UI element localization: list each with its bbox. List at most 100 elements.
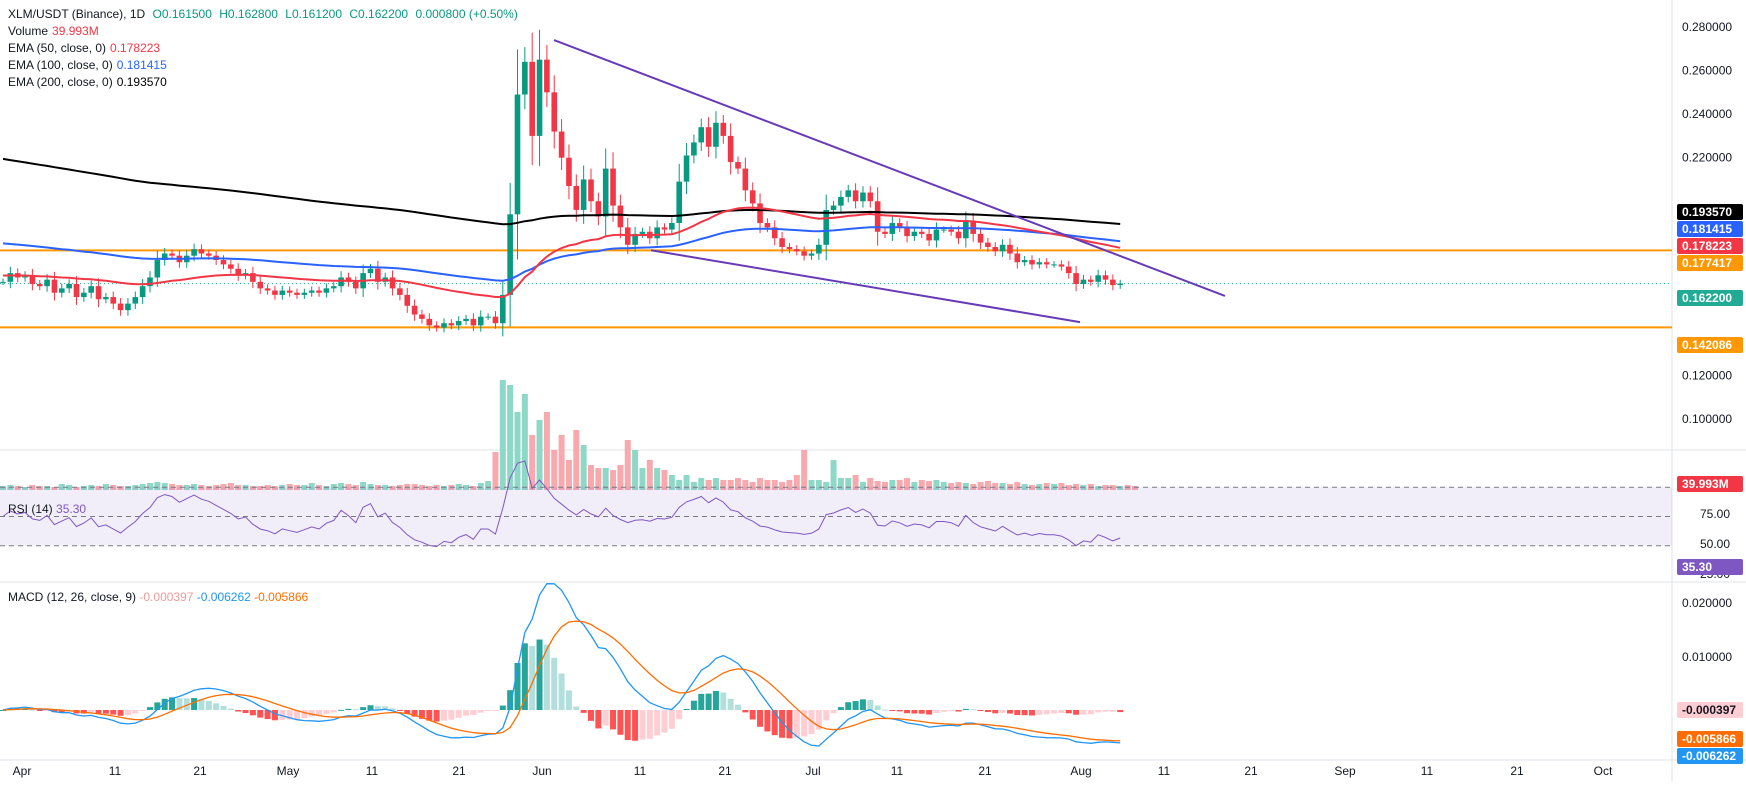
price-badge: 0.193570 <box>1682 205 1732 219</box>
macd-histogram-bar <box>242 710 249 714</box>
candle-body <box>941 229 947 231</box>
candle <box>1073 266 1079 292</box>
macd-histogram-bar <box>404 710 411 714</box>
macd-line <box>2 583 1121 747</box>
volume-bar <box>536 420 543 490</box>
time-label: 21 <box>1244 764 1258 778</box>
macd-histogram-bar <box>110 710 117 715</box>
macd-histogram-bar <box>632 710 639 741</box>
symbol-label[interactable]: XLM/USDT (Binance), 1D <box>8 7 146 21</box>
macd-histogram-bar <box>896 710 903 712</box>
macd-histogram-bar <box>117 710 124 716</box>
volume-bar <box>191 484 198 490</box>
candle <box>1088 275 1094 286</box>
macd-histogram-bar <box>139 710 146 711</box>
ema100-legend-label[interactable]: EMA (100, close, 0) <box>8 58 113 72</box>
candle-body <box>713 122 719 147</box>
macd-histogram-bar <box>845 702 852 710</box>
high-value: H0.162800 <box>219 7 278 21</box>
candle-body <box>514 94 521 215</box>
rsi-legend-label[interactable]: RSI (14) <box>8 502 53 516</box>
macd-histogram-bar <box>521 643 528 710</box>
volume-bar <box>492 452 499 490</box>
volume-bar <box>551 450 558 490</box>
candle-body <box>1073 273 1079 285</box>
volume-bar <box>837 478 844 490</box>
candle <box>448 319 455 330</box>
macd-histogram-bar <box>661 710 668 733</box>
macd-histogram-bar <box>558 673 565 710</box>
candle-body <box>95 286 102 300</box>
macd-histogram-bar <box>610 710 617 730</box>
volume-bar <box>95 486 102 490</box>
time-label: 21 <box>718 764 732 778</box>
candle-body <box>889 223 896 234</box>
rsi-legend: RSI (14) 35.30 <box>8 501 86 518</box>
candle-body <box>639 231 646 234</box>
candle <box>963 211 969 248</box>
volume-bar <box>441 486 447 490</box>
price-tick: 0.260000 <box>1682 64 1732 78</box>
macd-histogram-bar <box>323 710 330 715</box>
candle-body <box>389 277 396 289</box>
candle-body <box>59 288 65 293</box>
macd-histogram-bar <box>874 705 881 710</box>
macd-histogram-bar <box>1058 710 1065 714</box>
candle-body <box>191 249 197 256</box>
volume-bar <box>507 385 514 490</box>
candle-body <box>470 318 477 326</box>
trendline-upper <box>553 39 1226 297</box>
candle <box>198 244 205 259</box>
macd-histogram-bar <box>1109 710 1116 712</box>
macd-badge-bg <box>1677 731 1743 747</box>
candle-body <box>7 273 14 282</box>
macd-hist-value: -0.000397 <box>139 590 194 604</box>
macd-histogram-bar <box>220 705 227 710</box>
macd-histogram-bar <box>235 710 242 712</box>
candle <box>308 286 315 297</box>
candle-body <box>595 201 602 217</box>
candle <box>228 259 234 274</box>
volume-bar <box>610 470 617 490</box>
ema200-legend-label[interactable]: EMA (200, close, 0) <box>8 75 113 89</box>
macd-legend-label[interactable]: MACD (12, 26, close, 9) <box>8 590 137 604</box>
rsi-badge: 35.30 <box>1682 560 1712 574</box>
macd-histogram-bar <box>882 709 888 711</box>
volume-legend-label[interactable]: Volume <box>8 24 49 38</box>
macd-badge: -0.005866 <box>1682 732 1736 746</box>
candle-body <box>250 273 256 282</box>
ema50-legend-label[interactable]: EMA (50, close, 0) <box>8 41 107 55</box>
candle-body <box>338 277 344 287</box>
price-tick: 0.280000 <box>1682 20 1732 34</box>
price-tick: 0.220000 <box>1682 151 1732 165</box>
price-badge-bg <box>1677 204 1743 220</box>
candle-body <box>904 227 910 237</box>
candle-body <box>816 244 822 254</box>
candle-body <box>1051 264 1057 266</box>
candle-body <box>169 253 175 256</box>
candle-body <box>272 290 278 295</box>
candle-body <box>830 205 837 210</box>
macd-histogram-bar <box>970 709 977 711</box>
rsi-badge-bg <box>1677 559 1743 575</box>
time-label: 11 <box>634 764 647 778</box>
candle-body <box>683 155 690 182</box>
candle <box>654 220 660 246</box>
candle-body <box>661 227 668 230</box>
candle <box>764 218 771 233</box>
volume-bar <box>426 486 433 490</box>
macd-histogram-bar <box>639 710 646 740</box>
candle <box>1110 274 1116 291</box>
candle <box>757 193 763 234</box>
macd-badge-bg <box>1677 748 1743 764</box>
time-label: Sep <box>1334 764 1356 778</box>
price-badge-bg <box>1677 290 1743 306</box>
macd-histogram-bar <box>463 710 470 716</box>
macd-histogram-bar <box>588 710 594 721</box>
volume-bar <box>102 484 109 490</box>
price-badge: 0.142086 <box>1682 338 1732 352</box>
candle <box>1095 269 1101 288</box>
candle-body <box>801 251 807 256</box>
